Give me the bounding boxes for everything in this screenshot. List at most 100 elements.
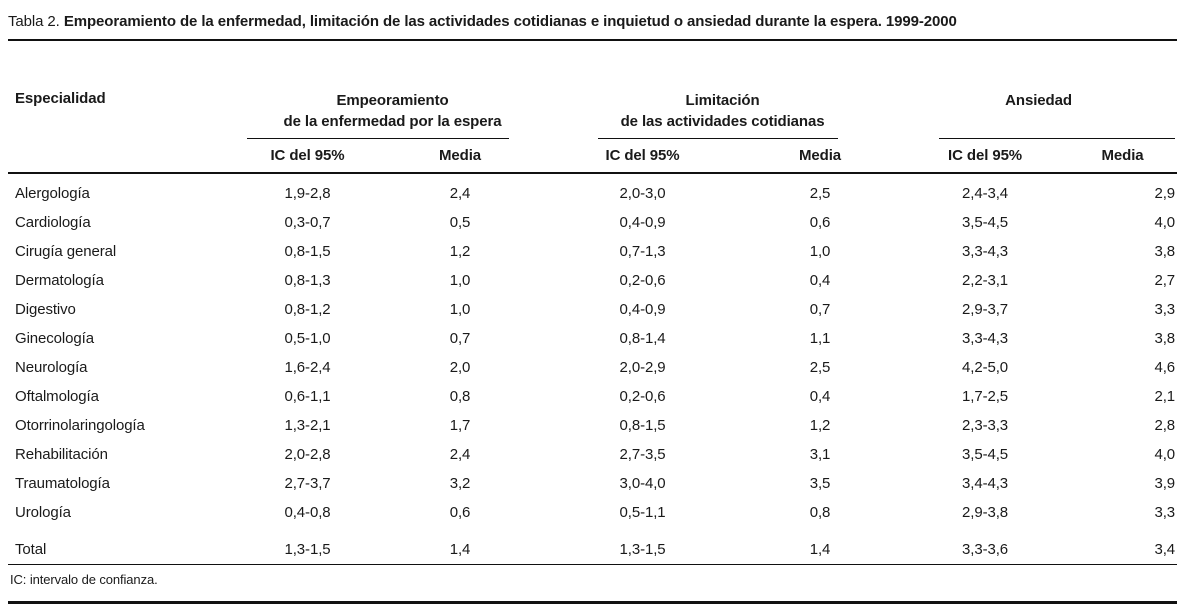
- cell-ic: 2,4-3,4: [962, 185, 1009, 202]
- cell-media: 1,0: [809, 243, 831, 260]
- table-caption-text: Empeoramiento de la enfermedad, limitaci…: [63, 13, 957, 30]
- table-row: Cirugía general 0,8-1,5 1,2 0,7-1,3 1,0 …: [8, 237, 1177, 266]
- cell-media: 1,4: [375, 527, 546, 565]
- group-underline: [939, 138, 1176, 139]
- column-header-media-3: Media: [1070, 139, 1178, 174]
- cell-media: 0,7: [449, 330, 471, 347]
- table-row: Neurología 1,6-2,4 2,0 2,0-2,9 2,5 4,2-5…: [8, 353, 1177, 382]
- cell-media: 1,1: [809, 330, 831, 347]
- cell-ic: 1,3-1,5: [240, 527, 375, 565]
- cell-media: 3,8: [1154, 330, 1176, 347]
- column-header-ic-2: IC del 95%: [545, 139, 741, 174]
- cell-ic: 0,7-1,3: [619, 243, 666, 260]
- cell-ic: 2,7-3,7: [284, 475, 331, 492]
- group-header-limitacion: Limitación de las actividades cotidianas: [545, 41, 900, 139]
- table-row: Alergología 1,9-2,8 2,4 2,0-3,0 2,5 2,4-…: [8, 173, 1177, 208]
- cell-media: 2,1: [1154, 388, 1176, 405]
- cell-especialidad: Digestivo: [15, 301, 76, 318]
- table-row: Traumatología 2,7-3,7 3,2 3,0-4,0 3,5 3,…: [8, 469, 1177, 498]
- cell-ic: 2,2-3,1: [962, 272, 1009, 289]
- cell-especialidad: Traumatología: [15, 475, 110, 492]
- cell-especialidad: Neurología: [15, 359, 88, 376]
- bottom-rule: [8, 601, 1177, 604]
- cell-media: 0,5: [449, 214, 471, 231]
- cell-especialidad: Otorrinolaringología: [15, 417, 145, 434]
- cell-media: 0,8: [809, 504, 831, 521]
- cell-media: 3,5: [809, 475, 831, 492]
- cell-media: 0,6: [449, 504, 471, 521]
- cell-especialidad: Total: [8, 527, 240, 565]
- cell-ic: 3,0-4,0: [619, 475, 666, 492]
- column-header-ic-1: IC del 95%: [240, 139, 375, 174]
- cell-media: 2,0: [449, 359, 471, 376]
- cell-media: 0,4: [809, 388, 831, 405]
- cell-ic: 1,3-1,5: [545, 527, 741, 565]
- cell-ic: 0,4-0,9: [619, 214, 666, 231]
- cell-ic: 0,2-0,6: [619, 272, 666, 289]
- cell-ic: 1,3-2,1: [284, 417, 331, 434]
- table-header: Especialidad Empeoramiento de la enferme…: [8, 41, 1178, 174]
- cell-media: 2,8: [1154, 417, 1176, 434]
- cell-media: 3,1: [809, 446, 831, 463]
- group-underline: [598, 138, 839, 139]
- cell-media: 2,4: [449, 446, 471, 463]
- cell-media: 3,2: [449, 475, 471, 492]
- cell-especialidad: Dermatología: [15, 272, 104, 289]
- group-header-ansiedad: Ansiedad: [900, 41, 1177, 139]
- caption-rule: [8, 39, 1177, 41]
- cell-media: 0,7: [809, 301, 831, 318]
- cell-especialidad: Ginecología: [15, 330, 94, 347]
- cell-ic: 0,3-0,7: [284, 214, 331, 231]
- cell-media: 3,3: [1154, 504, 1176, 521]
- cell-ic: 0,5-1,0: [284, 330, 331, 347]
- cell-media: 2,4: [449, 185, 471, 202]
- group-header-empeoramiento: Empeoramiento de la enfermedad por la es…: [240, 41, 545, 139]
- cell-ic: 0,8-1,2: [284, 301, 331, 318]
- cell-media: 1,2: [449, 243, 471, 260]
- cell-media: 0,8: [449, 388, 471, 405]
- cell-media: 3,3: [1154, 301, 1176, 318]
- cell-media: 2,5: [809, 359, 831, 376]
- cell-media: 4,0: [1154, 446, 1176, 463]
- cell-ic: 1,9-2,8: [284, 185, 331, 202]
- cell-ic: 0,4-0,9: [619, 301, 666, 318]
- table-row: Dermatología 0,8-1,3 1,0 0,2-0,6 0,4 2,2…: [8, 266, 1177, 295]
- table-row: Cardiología 0,3-0,7 0,5 0,4-0,9 0,6 3,5-…: [8, 208, 1177, 237]
- cell-ic: 0,8-1,5: [284, 243, 331, 260]
- column-header-media-1: Media: [375, 139, 546, 174]
- footnote: IC: intervalo de confianza.: [10, 572, 158, 587]
- cell-ic: 1,7-2,5: [962, 388, 1009, 405]
- cell-ic: 2,0-3,0: [619, 185, 666, 202]
- total-row: Total 1,3-1,5 1,4 1,3-1,5 1,4 3,3-3,6 3,…: [8, 527, 1178, 565]
- cell-media: 3,8: [1154, 243, 1176, 260]
- cell-media: 4,0: [1154, 214, 1176, 231]
- column-header-media-2: Media: [740, 139, 901, 174]
- cell-media: 4,6: [1154, 359, 1176, 376]
- cell-ic: 0,8-1,3: [284, 272, 331, 289]
- cell-ic: 2,0-2,9: [619, 359, 666, 376]
- cell-media: 1,4: [740, 527, 901, 565]
- cell-ic: 4,2-5,0: [962, 359, 1009, 376]
- column-header-especialidad: Especialidad: [8, 41, 240, 174]
- table-row: Oftalmología 0,6-1,1 0,8 0,2-0,6 0,4 1,7…: [8, 382, 1177, 411]
- cell-ic: 1,6-2,4: [284, 359, 331, 376]
- cell-media: 0,4: [809, 272, 831, 289]
- group-title: Empeoramiento de la enfermedad por la es…: [283, 92, 502, 130]
- table-body: Alergología 1,9-2,8 2,4 2,0-3,0 2,5 2,4-…: [8, 173, 1177, 527]
- table-row: Digestivo 0,8-1,2 1,0 0,4-0,9 0,7 2,9-3,…: [8, 295, 1177, 324]
- cell-ic: 2,0-2,8: [284, 446, 331, 463]
- cell-especialidad: Cirugía general: [15, 243, 117, 260]
- group-title: Limitación de las actividades cotidianas: [620, 92, 825, 130]
- cell-media: 2,7: [1154, 272, 1176, 289]
- table-row: Ginecología 0,5-1,0 0,7 0,8-1,4 1,1 3,3-…: [8, 324, 1177, 353]
- cell-ic: 2,3-3,3: [962, 417, 1009, 434]
- cell-ic: 0,2-0,6: [619, 388, 666, 405]
- cell-ic: 0,8-1,5: [619, 417, 666, 434]
- cell-ic: 2,7-3,5: [619, 446, 666, 463]
- table-row: Otorrinolaringología 1,3-2,1 1,7 0,8-1,5…: [8, 411, 1177, 440]
- cell-ic: 3,5-4,5: [962, 446, 1009, 463]
- cell-especialidad: Cardiología: [15, 214, 91, 231]
- cell-ic: 3,3-4,3: [962, 330, 1009, 347]
- cell-media: 2,9: [1154, 185, 1176, 202]
- cell-media: 2,5: [809, 185, 831, 202]
